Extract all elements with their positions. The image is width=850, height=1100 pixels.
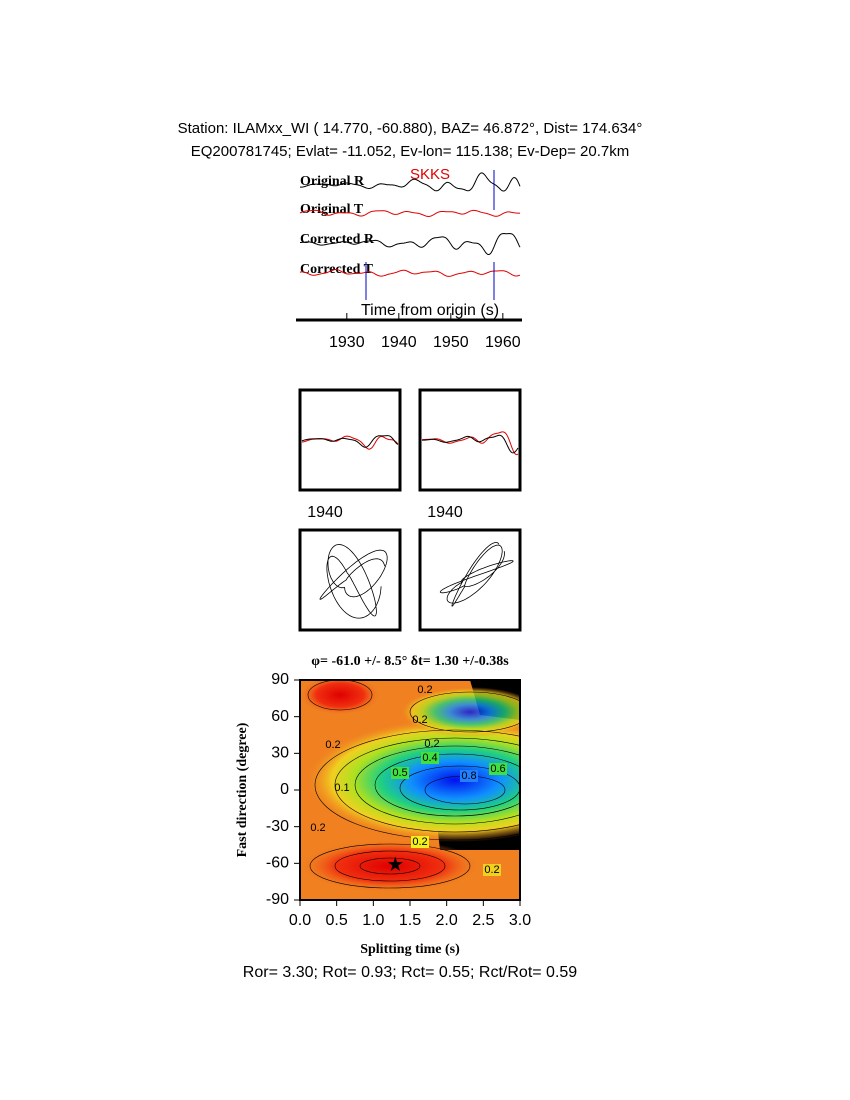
contour-label: 0.2 — [412, 836, 427, 848]
contour-label: 0.2 — [484, 864, 499, 876]
contour-label-bg — [460, 770, 478, 782]
x-axis-label: Splitting time (s) — [360, 942, 460, 957]
contour-label: 0.2 — [424, 738, 439, 750]
x-axis-label: Time from origin (s) — [361, 302, 499, 319]
result-title: φ= -61.0 +/- 8.5° δt= 1.30 +/-0.38s — [311, 654, 509, 669]
panel-frame — [418, 388, 522, 492]
contour-label: 0.4 — [422, 752, 437, 764]
y-tick-label: -90 — [266, 891, 289, 908]
contour-label-bg — [483, 864, 501, 876]
footer: Ror= 3.30; Rot= 0.93; Rct= 0.55; Rct/Rot… — [243, 964, 578, 981]
waveform — [301, 435, 399, 450]
y-tick-label: 60 — [271, 708, 289, 725]
waveform — [421, 434, 519, 454]
y-tick-label: -30 — [266, 818, 289, 835]
particle-motion — [439, 542, 514, 607]
waveform — [301, 435, 399, 448]
x-tick-label: 0.0 — [289, 912, 311, 929]
contour-label-bg — [411, 836, 429, 848]
y-tick-label: 0 — [280, 781, 289, 798]
contour-label: 0.1 — [334, 782, 349, 794]
trace-label: Original T — [300, 202, 364, 217]
contour-label: 0.8 — [461, 770, 476, 782]
contour-label: 0.2 — [412, 714, 427, 726]
waveform — [299, 209, 521, 217]
trace-label: Corrected R — [300, 232, 375, 247]
contour-label: 0.2 — [310, 822, 325, 834]
y-tick-label: -60 — [266, 855, 289, 872]
best-fit-star — [387, 856, 403, 871]
particle-motion — [319, 544, 388, 619]
panel-frame — [418, 528, 522, 632]
panel-frame — [298, 528, 402, 632]
contour-label-bg — [391, 767, 409, 779]
contour-label: 0.5 — [392, 767, 407, 779]
x-tick-label: 2.0 — [436, 912, 458, 929]
x-tick-label: 0.5 — [326, 912, 348, 929]
x-tick-label: 1940 — [381, 334, 417, 351]
x-tick-label: 1930 — [329, 334, 365, 351]
waveform — [421, 431, 519, 456]
x-tick-label: 2.5 — [472, 912, 494, 929]
x-tick-label: 1.0 — [362, 912, 384, 929]
y-tick-label: 30 — [271, 745, 289, 762]
header-line: Station: ILAMxx_WI ( 14.770, -60.880), B… — [178, 120, 643, 137]
waveform — [299, 268, 521, 277]
tick-label: 1940 — [427, 504, 463, 521]
contour-label-bg — [489, 763, 507, 775]
phase-label: SKKS — [410, 166, 450, 183]
y-axis-label: Fast direction (degree) — [235, 722, 250, 857]
x-tick-label: 3.0 — [509, 912, 531, 929]
x-tick-label: 1.5 — [399, 912, 421, 929]
x-tick-label: 1950 — [433, 334, 469, 351]
misfit-map — [300, 680, 520, 900]
tick-label: 1940 — [307, 504, 343, 521]
contour-label: 0.2 — [325, 739, 340, 751]
x-tick-label: 1960 — [485, 334, 521, 351]
contour-label: 0.2 — [417, 684, 432, 696]
waveform — [300, 232, 521, 255]
header-line: EQ200781745; Evlat= -11.052, Ev-lon= 115… — [191, 143, 629, 160]
trace-label: Original R — [300, 174, 365, 189]
y-tick-label: 90 — [271, 671, 289, 688]
contour-label: 0.6 — [490, 763, 505, 775]
contour-label-bg — [421, 752, 439, 764]
panel-frame — [298, 388, 402, 492]
waveform — [300, 172, 521, 192]
